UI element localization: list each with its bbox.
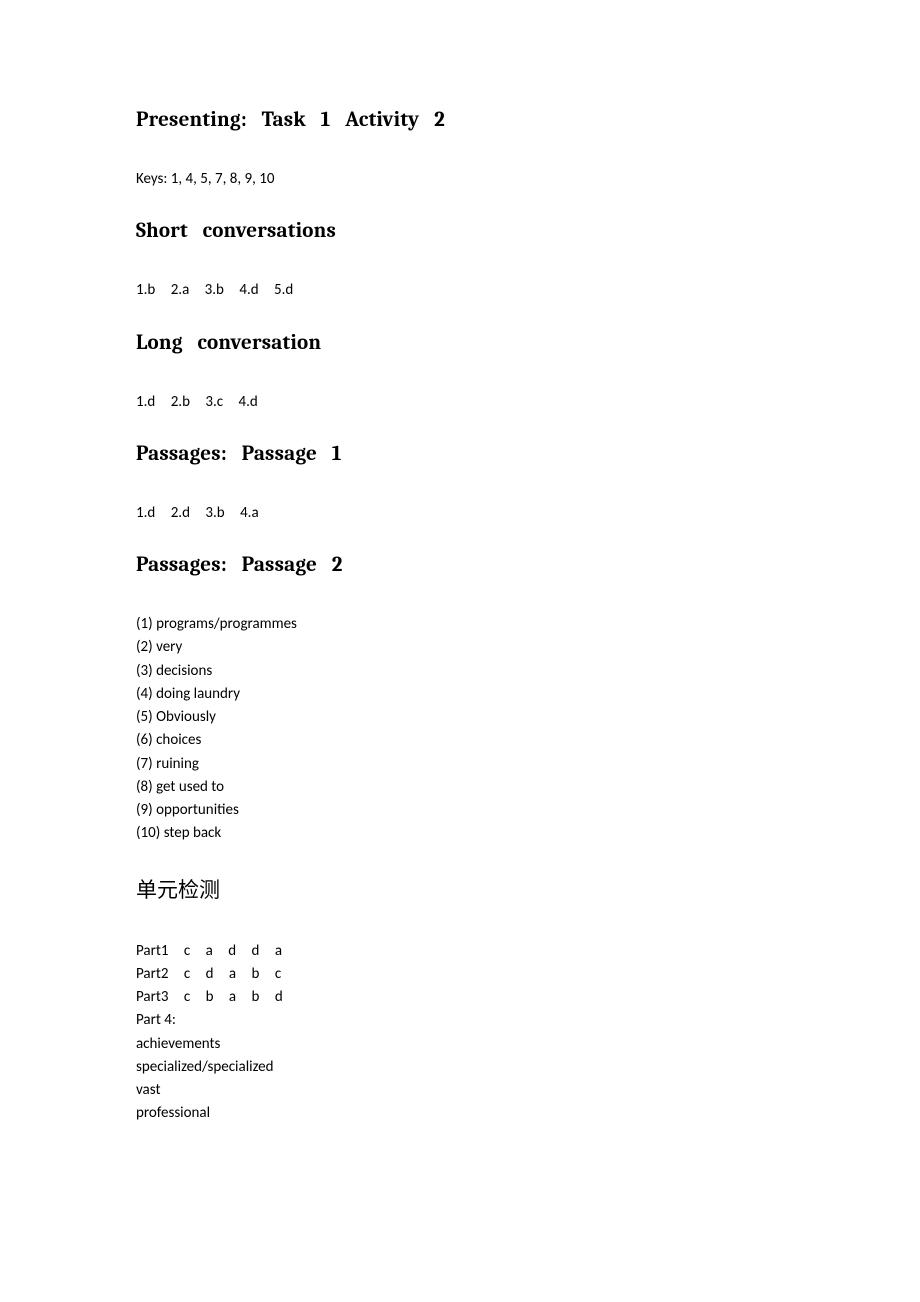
part-letter: d	[252, 942, 260, 960]
passage1-answers: 1.d 2.d 3.b 4.a	[136, 502, 784, 525]
part-letter: d	[275, 988, 283, 1006]
answer-item: 3.b	[205, 504, 224, 522]
list-item: (4) doing laundry	[136, 683, 784, 706]
part-letter: a	[229, 965, 236, 983]
passage2-list: (1) programs/programmes (2) very (3) dec…	[136, 613, 784, 846]
answer-item: 2.b	[171, 393, 190, 411]
long-conv-answers: 1.d 2.b 3.c 4.d	[136, 391, 784, 414]
part-letter: c	[184, 942, 190, 960]
part-letter: d	[206, 965, 214, 983]
section-heading-passage-1: Passages: Passage 1	[136, 442, 784, 466]
part-label: Part2	[136, 965, 168, 983]
part-letter: d	[228, 942, 236, 960]
part-letter: b	[252, 988, 260, 1006]
part-letter: a	[229, 988, 236, 1006]
answer-item: 4.d	[239, 393, 258, 411]
part-letter: c	[275, 965, 281, 983]
list-item: (7) ruining	[136, 753, 784, 776]
part-row: Part3 c b a b d	[136, 986, 784, 1009]
part-letter: b	[206, 988, 214, 1006]
part4-item: vast	[136, 1079, 784, 1102]
keys-line: Keys: 1, 4, 5, 7, 8, 9, 10	[136, 168, 784, 191]
part-letter: a	[206, 942, 213, 960]
answer-item: 1.d	[136, 504, 155, 522]
part-letter: c	[184, 965, 190, 983]
list-item: (1) programs/programmes	[136, 613, 784, 636]
part-label: Part1	[136, 942, 168, 960]
list-item: (10) step back	[136, 822, 784, 845]
part-letter: a	[275, 942, 282, 960]
part-row: Part2 c d a b c	[136, 963, 784, 986]
section-heading-unit-test: 单元检测	[136, 874, 784, 904]
unit-test-parts: Part1 c a d d a Part2 c d a b c Part3 c …	[136, 940, 784, 1126]
answer-item: 5.d	[274, 281, 293, 299]
short-conv-answers: 1.b 2.a 3.b 4.d 5.d	[136, 279, 784, 302]
list-item: (3) decisions	[136, 660, 784, 683]
section-heading-presenting: Presenting: Task 1 Activity 2	[136, 108, 784, 132]
answer-item: 4.a	[240, 504, 259, 522]
part4-item: professional	[136, 1102, 784, 1125]
part-letter: c	[184, 988, 190, 1006]
answer-item: 4.d	[239, 281, 258, 299]
answer-item: 3.b	[205, 281, 224, 299]
part-label: Part3	[136, 988, 168, 1006]
part-letter: b	[252, 965, 260, 983]
section-heading-passage-2: Passages: Passage 2	[136, 553, 784, 577]
part-row: Part1 c a d d a	[136, 940, 784, 963]
answer-item: 1.d	[136, 393, 155, 411]
part4-label: Part 4:	[136, 1009, 784, 1032]
part4-item: achievements	[136, 1033, 784, 1056]
answer-item: 2.d	[171, 504, 190, 522]
list-item: (2) very	[136, 636, 784, 659]
answer-item: 2.a	[171, 281, 190, 299]
answer-item: 3.c	[205, 393, 223, 411]
list-item: (8) get used to	[136, 776, 784, 799]
list-item: (9) opportunities	[136, 799, 784, 822]
part4-item: specialized/specialized	[136, 1056, 784, 1079]
section-heading-long-conversation: Long conversation	[136, 331, 784, 355]
list-item: (5) Obviously	[136, 706, 784, 729]
answer-item: 1.b	[136, 281, 155, 299]
list-item: (6) choices	[136, 729, 784, 752]
section-heading-short-conversations: Short conversations	[136, 219, 784, 243]
